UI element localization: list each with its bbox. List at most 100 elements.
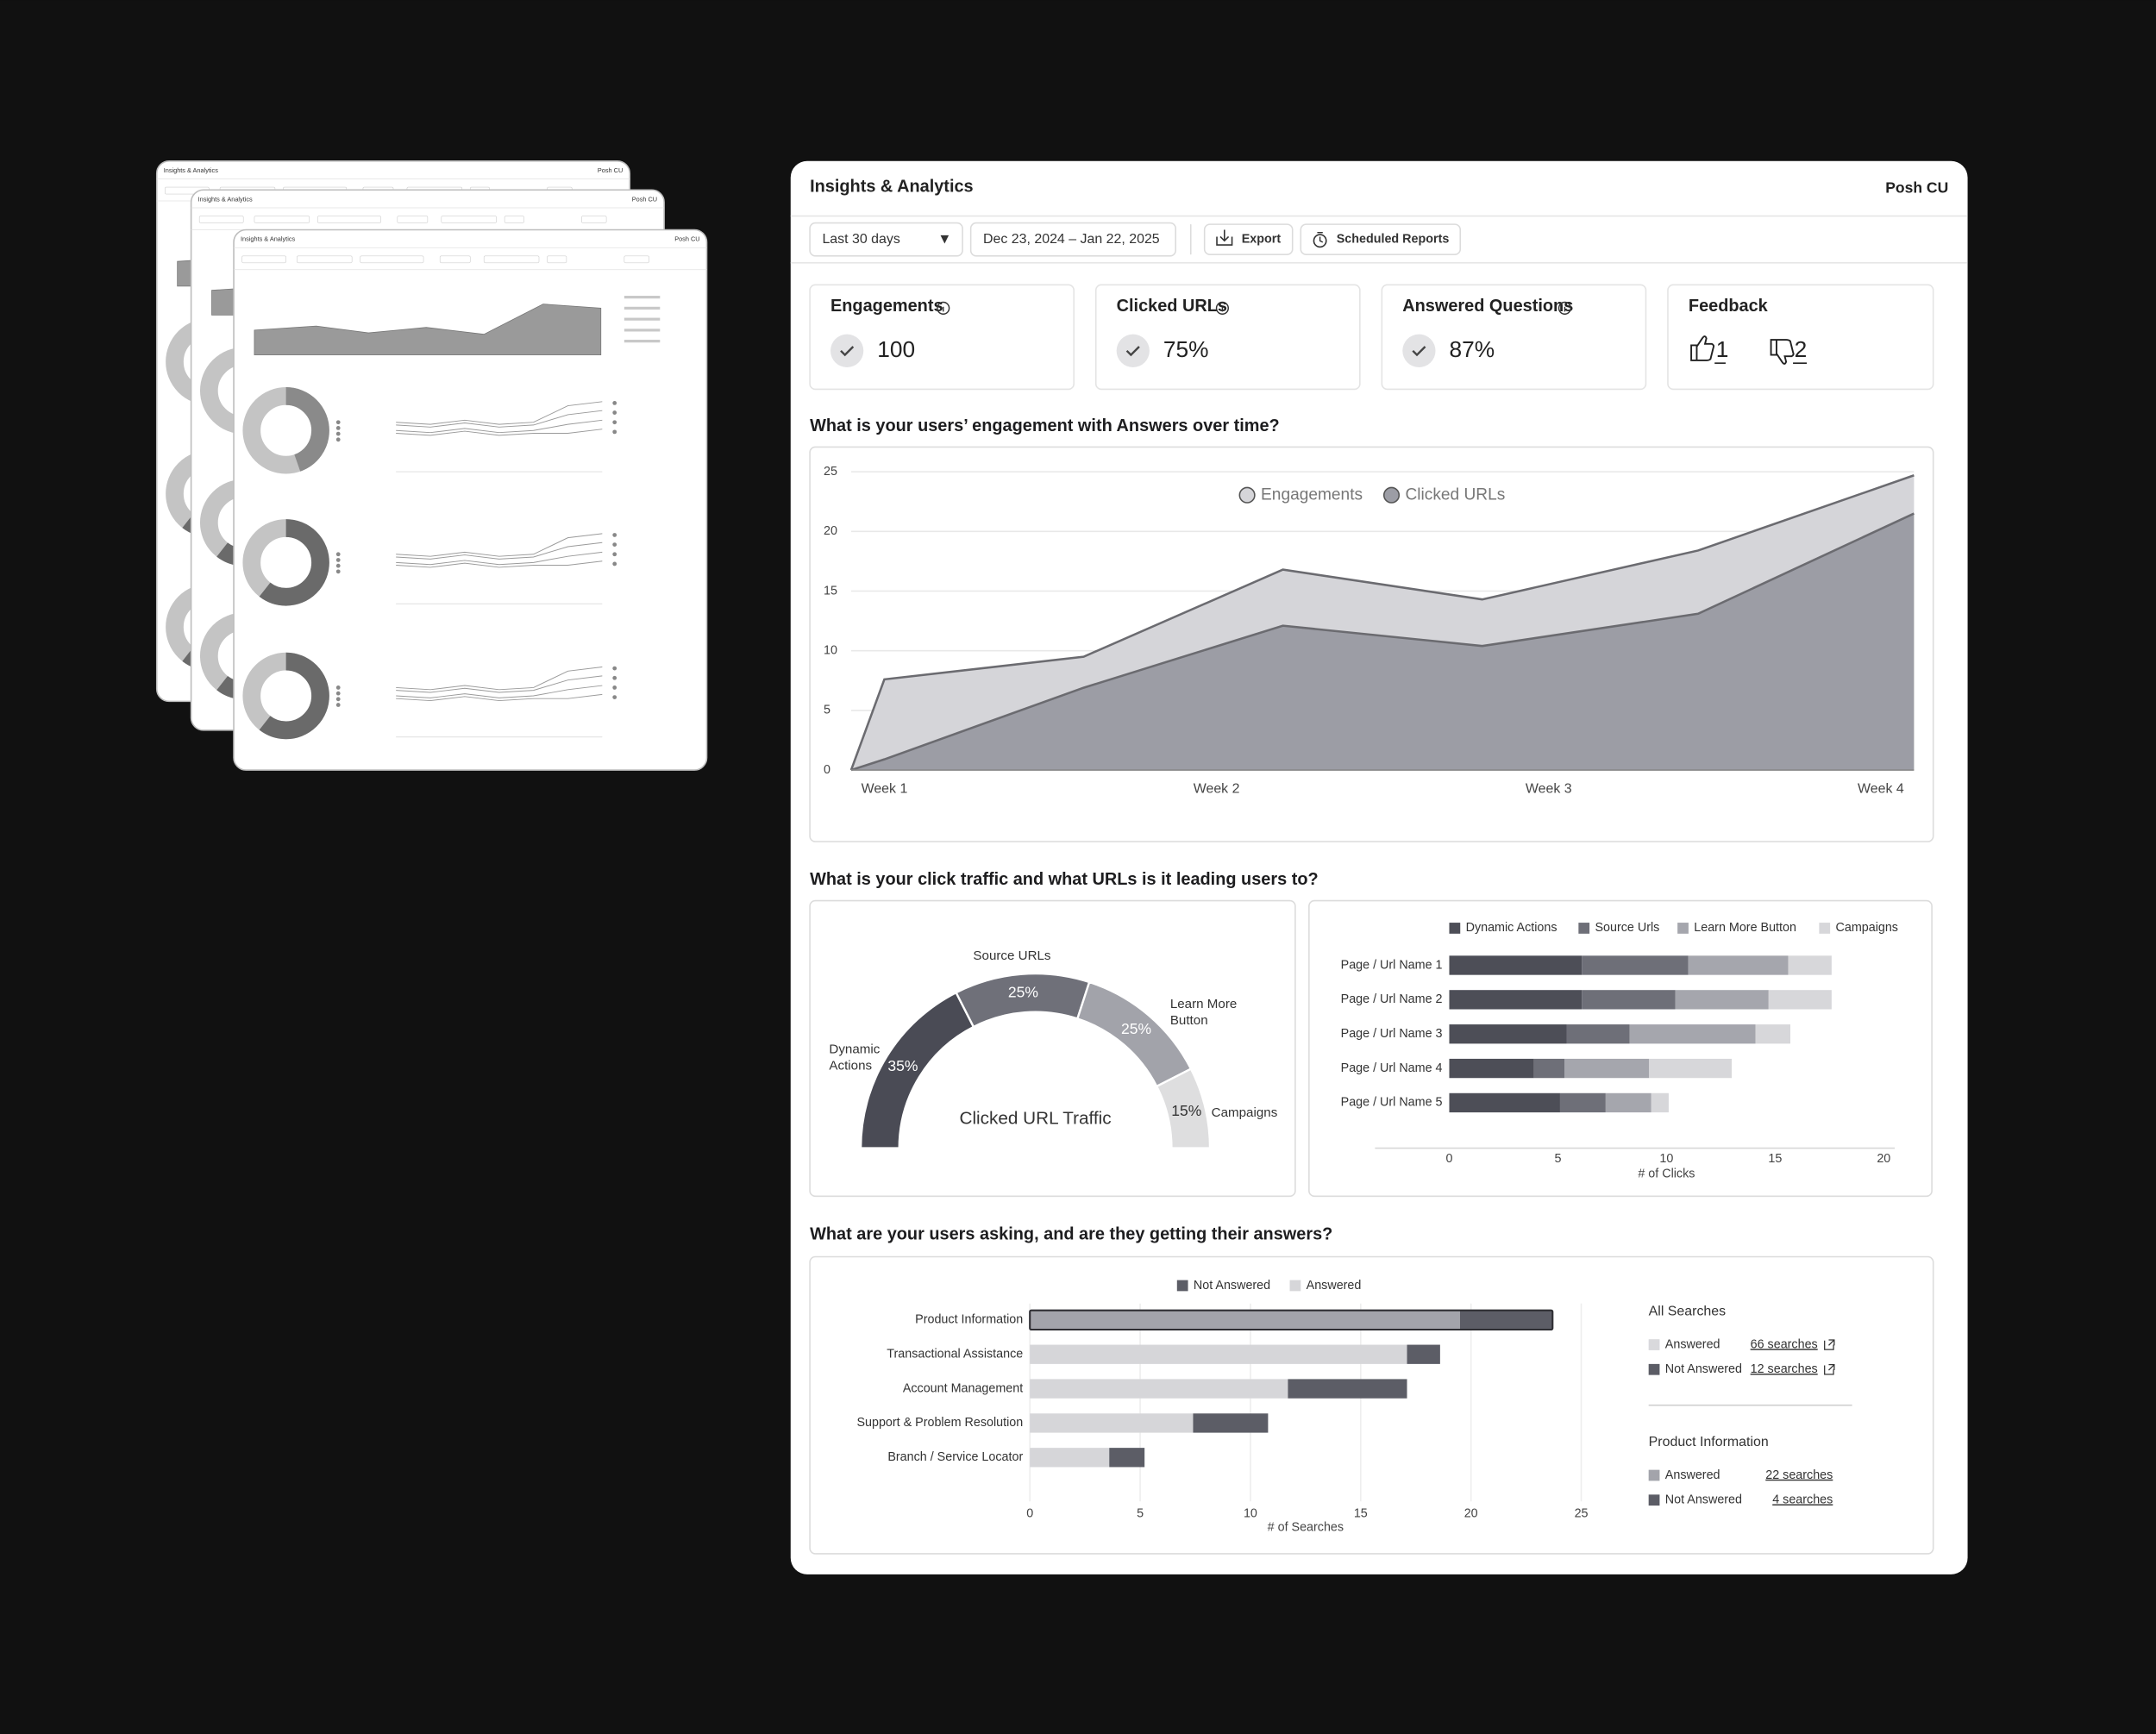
thumbnail-legend-dot	[612, 561, 617, 567]
thumbnail-list-item	[624, 340, 661, 343]
legend-swatch	[1648, 1363, 1660, 1375]
value-label: 15%	[1171, 1102, 1201, 1119]
bar-segment	[1109, 1448, 1145, 1468]
donut-segment	[1155, 1067, 1212, 1149]
search-link[interactable]: 4 searches	[1772, 1493, 1833, 1506]
thumbnail-toolbar-item	[483, 255, 540, 264]
x-tick-label: 25	[1575, 1506, 1589, 1520]
bar-segment	[1788, 955, 1832, 975]
legend-label: Campaigns	[1836, 921, 1898, 935]
value-label: 25%	[1008, 984, 1038, 1001]
check-badge	[830, 334, 864, 367]
y-tick-label: 20	[824, 524, 837, 538]
category-label: Source URLs	[973, 948, 1051, 964]
x-tick-label: Week 4	[1858, 782, 1904, 797]
charts: 0 5 10 15 20 25 Week 1 Week 2 Week 3 Week 4 Engage…	[824, 465, 1915, 1534]
legend-swatch	[1648, 1469, 1660, 1481]
kpi-value: 87%	[1449, 336, 1495, 362]
thumbnail-org: Posh CU	[598, 166, 623, 174]
kpi-row: Engagements 100 Clicked URLs 75% Answered Qu…	[809, 284, 1647, 391]
thumbnail-card	[233, 228, 708, 771]
thumbnail-line	[396, 685, 603, 698]
search-link[interactable]: 12 searches	[1751, 1362, 1818, 1376]
kpi-value: 75%	[1163, 336, 1209, 362]
thumbnail-legend-dot	[612, 675, 617, 680]
x-axis-label: # of Searches	[1268, 1520, 1344, 1534]
thumbnail-title: Insights & Analytics	[164, 166, 218, 174]
thumbnail-line	[396, 667, 603, 691]
x-tick-label: 5	[1137, 1506, 1144, 1520]
thumbs-up-count: 1	[1716, 336, 1729, 362]
thumbnail-line	[396, 429, 603, 436]
bar-segment	[1449, 1058, 1534, 1079]
category-label: Support & Problem Resolution	[856, 1416, 1023, 1430]
thumbnail-toolbar-item	[254, 216, 310, 223]
thumbnail-list-item	[624, 317, 661, 321]
legend-label: Engagements	[1261, 485, 1363, 504]
info-icon	[1215, 301, 1229, 315]
kpi-value: 100	[877, 336, 915, 362]
thumbnail-legend-dot	[335, 420, 341, 425]
legend-marker	[1382, 486, 1401, 504]
thumbnail-line	[396, 560, 603, 568]
range-select[interactable]	[809, 222, 963, 257]
bar-segment	[1755, 1024, 1790, 1044]
category-label: Page / Url Name 5	[1341, 1096, 1443, 1110]
bar-segment	[1030, 1344, 1407, 1364]
bar-segment	[1288, 1379, 1407, 1399]
thumbnail-legend-dot	[612, 685, 617, 690]
summary-label: Answered	[1665, 1468, 1720, 1482]
page-title: Insights & Analytics	[810, 177, 974, 196]
scheduled-reports-button[interactable]	[1300, 223, 1462, 255]
clock-hands	[1317, 231, 1324, 243]
export-button[interactable]	[1203, 223, 1294, 255]
category-label: Page / Url Name 2	[1341, 992, 1443, 1006]
search-link[interactable]: 22 searches	[1765, 1468, 1833, 1482]
thumbnail-toolbar-item	[547, 255, 567, 264]
thumbnail-legend-dot	[335, 691, 341, 696]
feedback-card	[1667, 284, 1934, 391]
thumbnail-line	[396, 419, 603, 434]
legend-swatch	[1176, 1280, 1188, 1292]
bar-segment	[1605, 1092, 1651, 1113]
date-range[interactable]	[969, 222, 1176, 257]
summary-label: Not Answered	[1665, 1493, 1742, 1506]
thumbnail-list-item	[624, 296, 661, 299]
bar-segment	[1030, 1379, 1288, 1399]
clock-icon	[1313, 234, 1327, 248]
thumbnail-list-item	[624, 329, 661, 332]
check-badge	[1116, 334, 1150, 367]
bar-segment	[1582, 955, 1689, 975]
x-tick-label: 10	[1659, 1152, 1673, 1166]
category-label: Account Management	[903, 1381, 1023, 1395]
org-name: Posh CU	[1885, 178, 1948, 196]
highlight-outline	[1029, 1309, 1554, 1331]
search-link[interactable]: 66 searches	[1751, 1337, 1818, 1351]
legend-label: Dynamic Actions	[1466, 921, 1557, 935]
thumbnail-legend-dot	[612, 542, 617, 548]
kpi-label: Answered Questions	[1402, 297, 1573, 316]
thumbnail-org: Posh CU	[632, 195, 657, 203]
thumbnail-area	[254, 304, 602, 355]
dropdown-caret	[940, 235, 950, 244]
summary-label: Not Answered	[1665, 1362, 1742, 1376]
export-label: Export	[1242, 232, 1282, 246]
thumbnail-legend-dot	[335, 697, 341, 702]
thumbnails: Insights & Analytics Posh CU Insights & An…	[155, 160, 708, 771]
y-tick-label: 25	[824, 465, 837, 479]
legend-label: Learn More Button	[1694, 921, 1796, 935]
bar-segment	[1449, 1092, 1560, 1113]
kpi-card	[1094, 284, 1361, 391]
bar-segment	[1629, 1024, 1756, 1044]
export-icon	[1216, 229, 1233, 246]
thumbnail-toolbar-item	[624, 255, 649, 264]
bar-segment	[1564, 1058, 1650, 1079]
thumbnail-legend-dot	[335, 437, 341, 442]
category-label: Transactional Assistance	[887, 1347, 1023, 1361]
x-tick-label: Week 3	[1526, 782, 1572, 797]
bar-segment	[1649, 1058, 1732, 1079]
label-box: Source URLs	[973, 948, 1051, 964]
info-icon	[937, 301, 950, 315]
thumbnail-toolbar-item	[241, 255, 286, 264]
x-tick-label: 20	[1877, 1152, 1890, 1166]
